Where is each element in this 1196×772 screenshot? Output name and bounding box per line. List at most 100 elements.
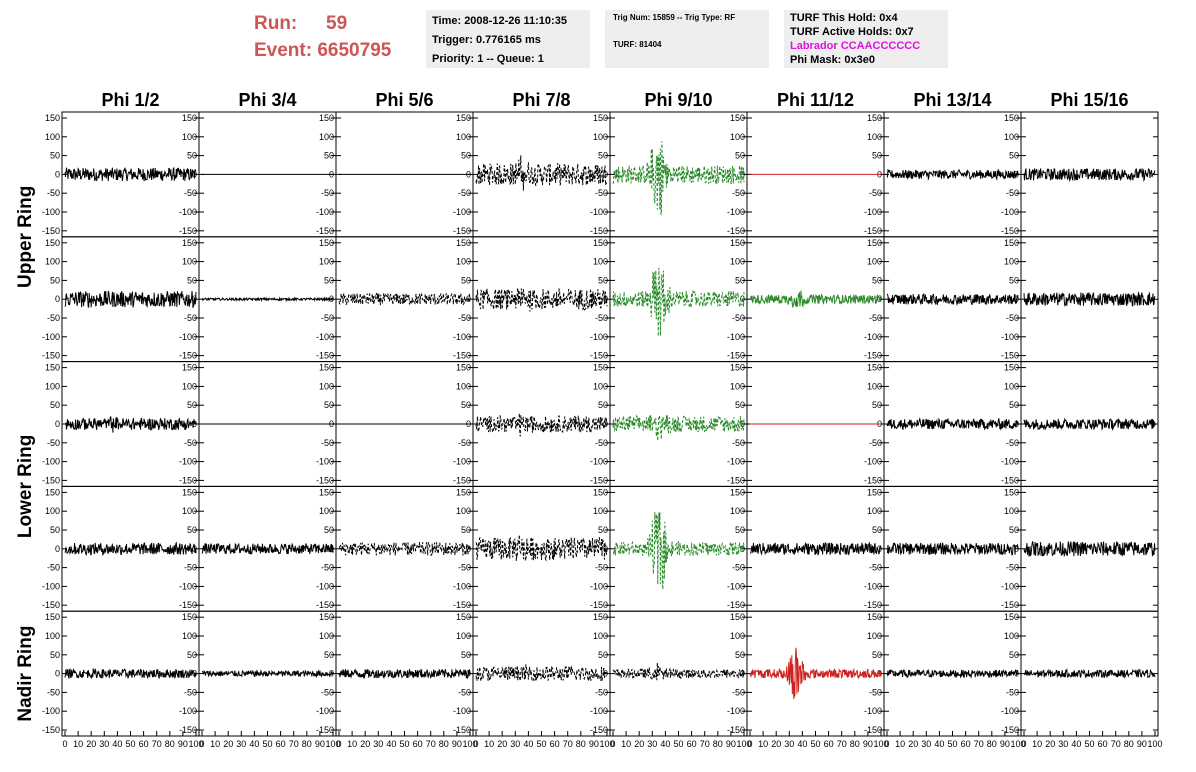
x-tick-label: 30	[1058, 739, 1068, 749]
y-tick-label: 150	[730, 113, 745, 123]
x-tick-label: 70	[289, 739, 299, 749]
y-tick-label: -50	[1006, 313, 1019, 323]
y-tick-label: -150	[316, 351, 334, 361]
y-tick-label: -100	[316, 207, 334, 217]
waveform-line	[886, 668, 1019, 679]
y-tick-label: -150	[590, 600, 608, 610]
run-label: Run:	[254, 13, 298, 34]
x-tick-label: 10	[621, 739, 631, 749]
y-tick-label: -50	[1006, 438, 1019, 448]
y-tick-label: 100	[1004, 132, 1019, 142]
y-tick-label: -100	[864, 207, 882, 217]
y-tick-label: 50	[187, 151, 197, 161]
y-tick-label: -50	[321, 313, 334, 323]
y-tick-label: 100	[319, 506, 334, 516]
x-tick-label: 100	[873, 739, 888, 749]
column-header: Phi 11/12	[777, 90, 854, 110]
y-tick-label: -150	[316, 475, 334, 485]
x-tick-label: 10	[347, 739, 357, 749]
labrador-text: Labrador CCAACCCCCC	[790, 40, 921, 52]
y-tick-label: 100	[456, 257, 471, 267]
y-tick-label: 0	[55, 669, 60, 679]
y-tick-label: 0	[55, 419, 60, 429]
y-tick-label: 150	[593, 238, 608, 248]
x-tick-label: 0	[884, 739, 889, 749]
y-tick-label: 150	[1004, 487, 1019, 497]
y-tick-label: -50	[458, 438, 471, 448]
y-tick-label: 50	[50, 400, 60, 410]
x-tick-label: 50	[536, 739, 546, 749]
x-tick-label: 0	[610, 739, 615, 749]
y-tick-label: 50	[598, 275, 608, 285]
y-tick-label: -150	[42, 600, 60, 610]
y-tick-label: -100	[1001, 332, 1019, 342]
x-tick-label: 50	[399, 739, 409, 749]
y-tick-label: -150	[727, 351, 745, 361]
waveform-line	[338, 541, 471, 556]
waveform-line	[475, 663, 608, 683]
y-tick-label: 100	[867, 257, 882, 267]
y-tick-label: 50	[461, 275, 471, 285]
waveform-line	[1023, 291, 1156, 307]
y-tick-label: 0	[55, 169, 60, 179]
y-tick-label: -50	[47, 313, 60, 323]
y-tick-label: -50	[595, 438, 608, 448]
y-tick-label: 150	[1004, 612, 1019, 622]
x-tick-label: 90	[863, 739, 873, 749]
y-tick-label: 100	[45, 132, 60, 142]
x-tick-label: 10	[484, 739, 494, 749]
x-tick-label: 30	[373, 739, 383, 749]
y-tick-label: 50	[461, 151, 471, 161]
time-info-panel: Time: 2008-12-26 11:10:35 Trigger: 0.776…	[426, 10, 590, 68]
y-tick-label: -150	[1001, 600, 1019, 610]
x-tick-label: 80	[302, 739, 312, 749]
y-tick-label: 100	[867, 506, 882, 516]
y-tick-label: -100	[727, 457, 745, 467]
trigger-text: Trigger: 0.776165 ms	[432, 34, 541, 46]
y-tick-label: 100	[867, 631, 882, 641]
y-tick-label: 50	[735, 650, 745, 660]
x-tick-label: 40	[386, 739, 396, 749]
y-tick-label: -100	[453, 581, 471, 591]
y-tick-label: 100	[730, 381, 745, 391]
y-tick-label: 50	[1009, 275, 1019, 285]
y-tick-label: -50	[321, 188, 334, 198]
x-tick-label: 70	[563, 739, 573, 749]
y-tick-label: 0	[603, 544, 608, 554]
y-tick-label: 100	[730, 132, 745, 142]
y-tick-label: 100	[45, 381, 60, 391]
y-tick-label: -50	[732, 563, 745, 573]
x-tick-label: 30	[236, 739, 246, 749]
x-tick-label: 70	[700, 739, 710, 749]
event-value: 6650795	[317, 40, 392, 61]
y-tick-label: -50	[47, 438, 60, 448]
y-tick-label: 150	[182, 612, 197, 622]
y-tick-label: -50	[595, 687, 608, 697]
x-tick-label: 60	[550, 739, 560, 749]
y-tick-label: 150	[1004, 113, 1019, 123]
y-tick-label: 50	[461, 525, 471, 535]
waveform-line	[749, 290, 882, 308]
y-tick-label: -100	[42, 706, 60, 716]
y-tick-label: -150	[1001, 475, 1019, 485]
y-tick-label: 0	[603, 669, 608, 679]
x-tick-label: 50	[947, 739, 957, 749]
waveform-line	[612, 141, 745, 216]
y-tick-label: -150	[864, 475, 882, 485]
y-tick-label: -150	[453, 600, 471, 610]
y-tick-label: -50	[869, 563, 882, 573]
y-tick-label: 50	[461, 650, 471, 660]
x-tick-label: 100	[736, 739, 751, 749]
y-tick-label: -100	[179, 581, 197, 591]
y-tick-label: -100	[727, 581, 745, 591]
y-tick-label: -100	[42, 581, 60, 591]
y-tick-label: -150	[727, 226, 745, 236]
y-tick-label: -50	[458, 563, 471, 573]
ring-label: Upper Ring	[15, 186, 36, 288]
y-tick-label: 150	[456, 363, 471, 373]
x-tick-label: 100	[188, 739, 203, 749]
waveform-line	[749, 541, 882, 557]
y-tick-label: 50	[872, 650, 882, 660]
y-tick-label: 50	[50, 151, 60, 161]
x-tick-label: 20	[908, 739, 918, 749]
